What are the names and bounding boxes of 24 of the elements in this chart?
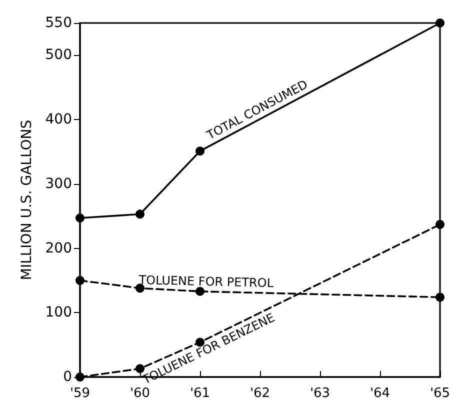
y-tick-label: 500	[45, 47, 72, 64]
y-tick-label: 300	[45, 176, 72, 192]
point	[76, 214, 84, 223]
x-tick-label: '65	[430, 386, 450, 401]
y-tick-label: 200	[45, 240, 72, 256]
point	[436, 18, 444, 28]
point	[436, 292, 444, 302]
x-tick-label: '60	[130, 386, 150, 401]
x-tick-label: '61	[190, 386, 210, 401]
y-tick-label: 100	[45, 304, 72, 321]
y-tick-label: 550	[45, 15, 72, 31]
x-tick-label: '64	[370, 386, 390, 401]
y-axis-title: MILLION U.S. GALLONS	[19, 120, 35, 280]
point	[136, 210, 144, 219]
x-tick-label: '62	[250, 386, 270, 401]
x-tick-label: '59	[70, 386, 90, 401]
point	[76, 276, 84, 285]
point	[196, 286, 204, 296]
point	[196, 146, 204, 156]
y-tick-label: 400	[45, 112, 72, 128]
x-tick-label: '63	[310, 386, 330, 401]
y-tick-label: 0	[63, 369, 72, 385]
point	[436, 220, 444, 229]
series-label: TOLUENE FOR PETROL	[138, 272, 274, 290]
